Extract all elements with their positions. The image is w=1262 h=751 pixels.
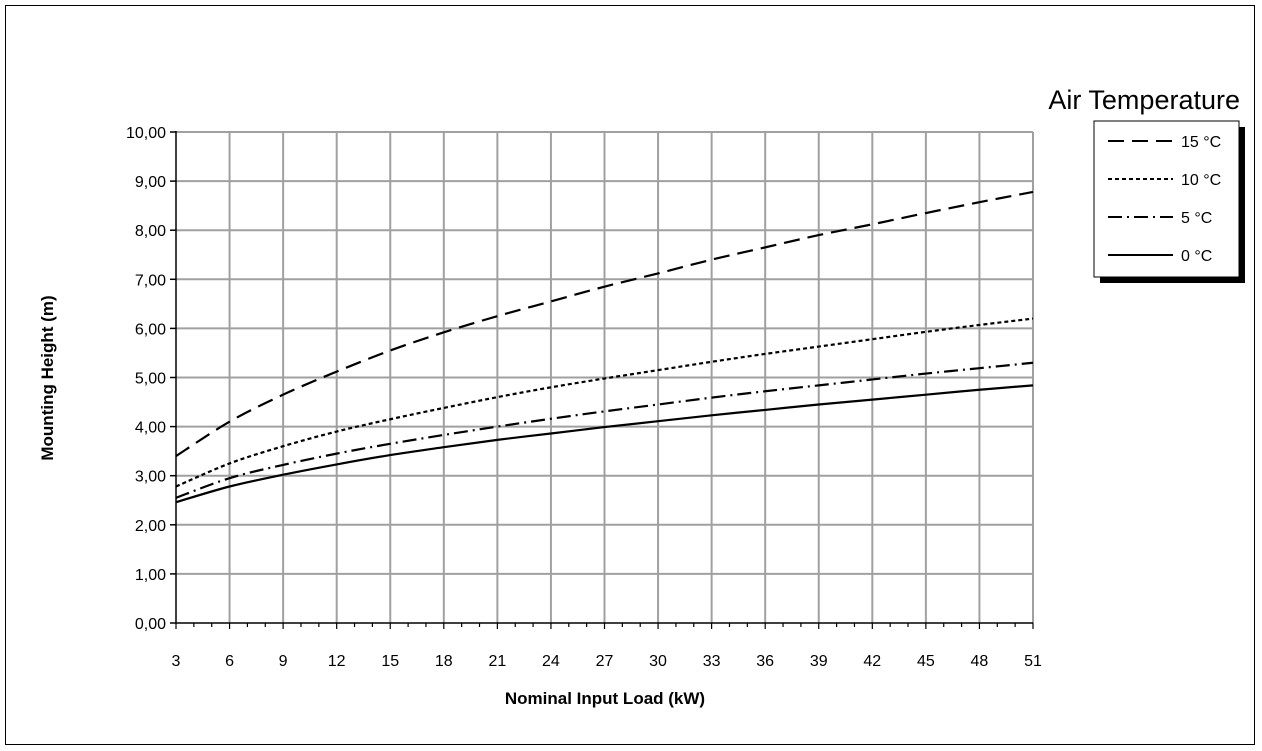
x-tick-label: 48 [971,653,989,670]
x-tick-label: 51 [1024,653,1042,670]
y-tick-label: 10,00 [126,125,166,142]
x-tick-label: 39 [810,653,828,670]
x-tick-label: 6 [225,653,234,670]
x-tick-label: 33 [703,653,721,670]
legend-box [1093,120,1240,278]
series-line-15-cc [175,190,1034,457]
x-tick-label: 3 [172,653,181,670]
y-tick-label: 2,00 [135,518,166,535]
series-line-0-cc [175,384,1034,504]
x-tick-label: 30 [649,653,667,670]
x-tick-label: 24 [542,653,560,670]
y-tick-label: 7,00 [135,272,166,289]
x-tick-label: 9 [279,653,288,670]
x-tick-label: 45 [917,653,935,670]
y-axis-title: Mounting Height (m) [38,295,57,460]
y-tick-label: 3,00 [135,469,166,486]
x-tick-label: 18 [435,653,453,670]
x-axis-title: Nominal Input Load (kW) [505,689,705,708]
x-tick-label: 36 [756,653,774,670]
x-tick-label: 27 [596,653,614,670]
x-tick-label: 15 [381,653,399,670]
y-tick-label: 9,00 [135,174,166,191]
y-tick-label: 5,00 [135,371,166,388]
gridlines [176,131,1034,623]
legend-label: 15 °C [1181,134,1221,151]
x-tick-label: 12 [328,653,346,670]
y-tick-label: 1,00 [135,567,166,584]
y-tick-label: 8,00 [135,223,166,240]
series-line-10-cc [175,317,1034,488]
axes [170,131,1034,629]
y-tick-label: 6,00 [135,321,166,338]
x-tick-label: 21 [488,653,506,670]
y-tick-label: 4,00 [135,420,166,437]
legend-title: Air Temperature [1048,85,1240,115]
legend-label: 5 °C [1181,210,1212,227]
legend-label: 0 °C [1181,248,1212,265]
legend: 15 °C 10 °C 5 °C 0 °C [1093,120,1245,283]
legend-label: 10 °C [1181,172,1221,189]
x-tick-label: 42 [863,653,881,670]
tick-labels: 0,00 1,00 2,00 3,00 4,00 5,00 6,00 7,00 8,00 9,00… [126,125,1042,670]
chart-frame [5,5,1255,745]
series-lines [175,190,1034,504]
y-tick-label: 0,00 [135,616,166,633]
